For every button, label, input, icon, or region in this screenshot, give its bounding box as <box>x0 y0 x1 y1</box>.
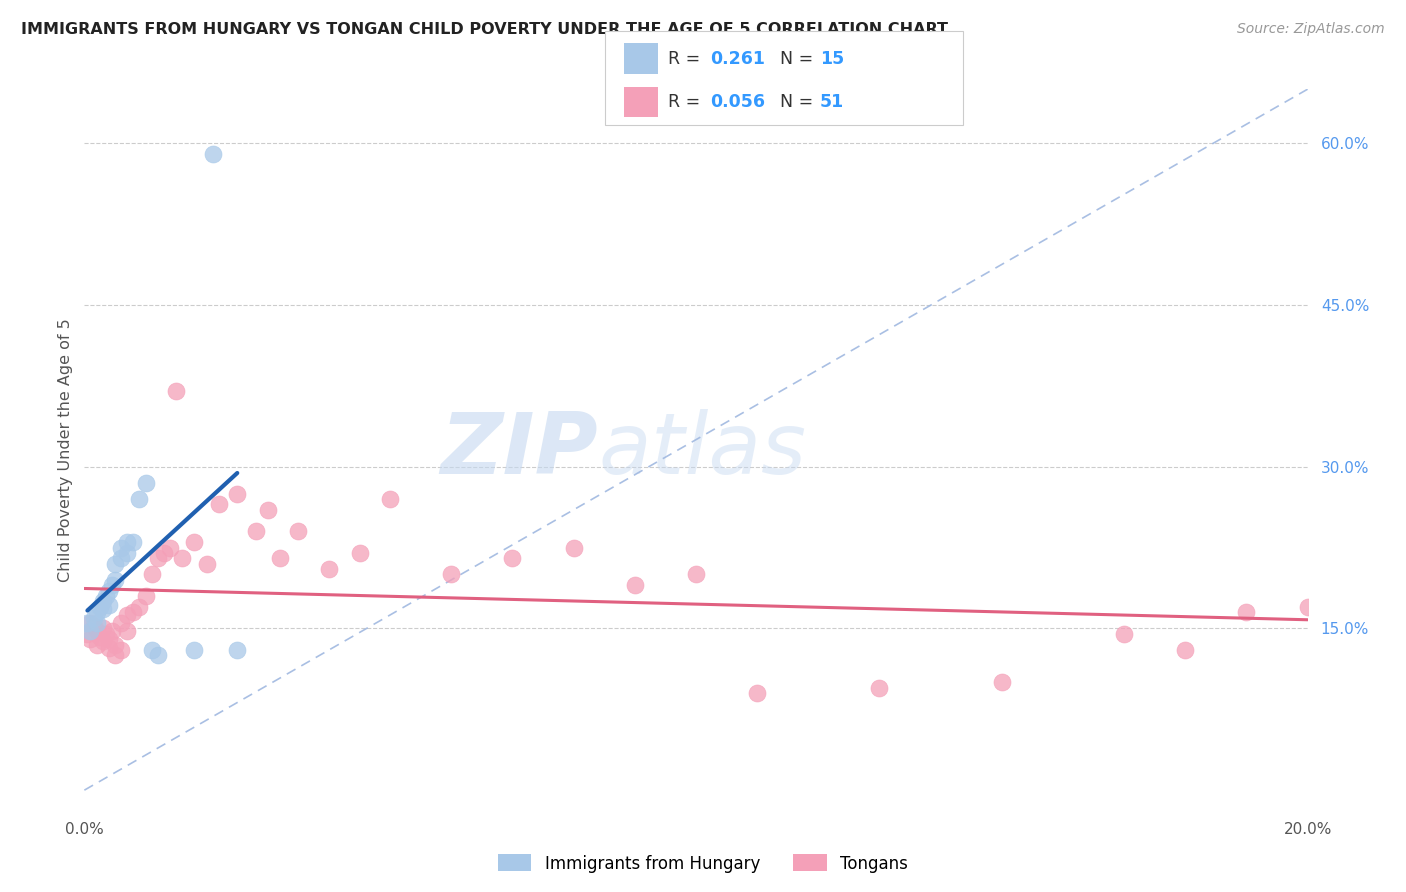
Point <box>91 594 114 608</box>
Text: Source: ZipAtlas.com: Source: ZipAtlas.com <box>1237 22 1385 37</box>
Point <box>104 638 127 652</box>
Point <box>97 640 120 655</box>
Point <box>110 615 132 630</box>
Point <box>104 557 127 571</box>
Point <box>1174 643 1197 657</box>
Point <box>991 675 1014 690</box>
Point <box>257 502 280 516</box>
Point <box>146 648 169 663</box>
Point <box>201 147 224 161</box>
Point <box>89 630 111 644</box>
Point <box>115 608 138 623</box>
Point <box>89 599 111 614</box>
Point <box>141 643 163 657</box>
Point <box>101 578 124 592</box>
Text: N =: N = <box>780 50 820 68</box>
Text: IMMIGRANTS FROM HUNGARY VS TONGAN CHILD POVERTY UNDER THE AGE OF 5 CORRELATION C: IMMIGRANTS FROM HUNGARY VS TONGAN CHILD … <box>21 22 948 37</box>
Point <box>380 491 402 506</box>
Point <box>208 497 231 511</box>
Point <box>226 486 249 500</box>
Text: 15: 15 <box>820 50 844 68</box>
Point <box>159 541 181 555</box>
Text: 0.056: 0.056 <box>710 93 765 111</box>
Point <box>97 632 120 647</box>
Point <box>1296 599 1319 614</box>
Point <box>83 619 105 633</box>
Point <box>287 524 309 539</box>
Point <box>135 589 157 603</box>
Point <box>91 634 114 648</box>
Point <box>122 605 145 619</box>
Point <box>110 551 132 566</box>
Point <box>101 624 124 638</box>
Text: ZIP: ZIP <box>440 409 598 492</box>
Point <box>115 546 138 560</box>
Point <box>110 541 132 555</box>
Text: R =: R = <box>668 93 706 111</box>
Point <box>76 615 98 630</box>
Point <box>94 627 117 641</box>
Point <box>97 598 120 612</box>
Point <box>79 615 101 630</box>
Text: R =: R = <box>668 50 706 68</box>
Point <box>624 578 647 592</box>
Point <box>562 541 585 555</box>
Text: 51: 51 <box>820 93 844 111</box>
Point <box>195 557 218 571</box>
Text: N =: N = <box>780 93 820 111</box>
Point <box>79 632 101 647</box>
Legend: Immigrants from Hungary, Tongans: Immigrants from Hungary, Tongans <box>491 847 915 880</box>
Point <box>86 624 108 638</box>
Point <box>172 551 194 566</box>
Point <box>146 551 169 566</box>
Y-axis label: Child Poverty Under the Age of 5: Child Poverty Under the Age of 5 <box>58 318 73 582</box>
Point <box>685 567 707 582</box>
Point <box>183 643 205 657</box>
Point <box>869 681 891 695</box>
Point <box>79 624 101 638</box>
Point <box>86 638 108 652</box>
Point <box>104 648 127 663</box>
Point <box>440 567 463 582</box>
Point <box>165 384 187 399</box>
Point <box>128 599 150 614</box>
Point <box>110 643 132 657</box>
Point <box>226 643 249 657</box>
Point <box>83 610 105 624</box>
Point <box>1114 627 1136 641</box>
Point <box>91 602 114 616</box>
Point <box>349 546 371 560</box>
Point <box>153 546 176 560</box>
Point <box>128 491 150 506</box>
Point <box>115 535 138 549</box>
Text: atlas: atlas <box>598 409 806 492</box>
Point <box>135 475 157 490</box>
Point <box>94 589 117 603</box>
Point <box>91 621 114 635</box>
Point <box>318 562 340 576</box>
Point <box>115 624 138 638</box>
Point <box>245 524 267 539</box>
Point <box>183 535 205 549</box>
Point <box>97 583 120 598</box>
Point <box>141 567 163 582</box>
Point <box>76 627 98 641</box>
Point <box>86 605 108 619</box>
Point <box>502 551 524 566</box>
Point <box>1236 605 1258 619</box>
Point <box>86 615 108 630</box>
Point <box>269 551 291 566</box>
Point <box>122 535 145 549</box>
Point <box>747 686 769 700</box>
Text: 0.261: 0.261 <box>710 50 765 68</box>
Point <box>104 573 127 587</box>
